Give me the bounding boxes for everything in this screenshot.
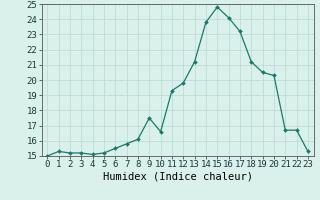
X-axis label: Humidex (Indice chaleur): Humidex (Indice chaleur) <box>103 172 252 182</box>
